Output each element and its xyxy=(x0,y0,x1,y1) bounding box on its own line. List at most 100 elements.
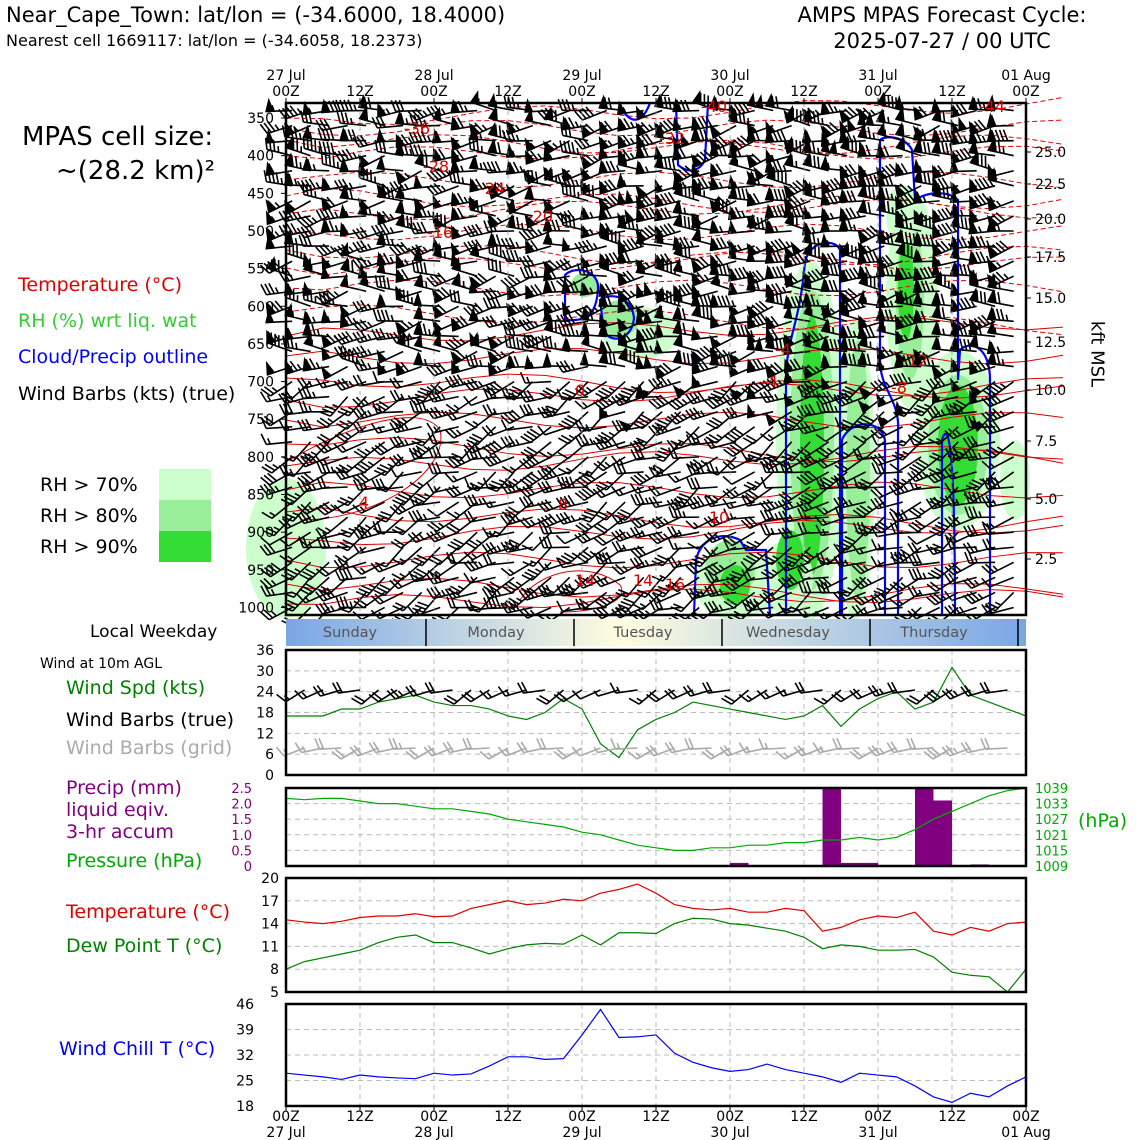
wind-barb xyxy=(482,403,515,417)
wind-barb xyxy=(426,406,459,420)
wind-barb xyxy=(968,233,996,249)
wind-barb xyxy=(895,135,922,157)
chill-y-tick: 25 xyxy=(236,1074,254,1090)
precip-y-tick: 1.5 xyxy=(231,813,252,828)
wind-barb xyxy=(414,150,441,172)
temp-contour-label: -12 xyxy=(902,351,928,370)
temp-contour-label: -16 xyxy=(427,223,453,242)
temp-contour-label: 0 xyxy=(575,381,585,400)
wind-barb xyxy=(519,403,552,417)
wind-barb xyxy=(353,591,386,609)
wind-barb xyxy=(949,157,977,173)
temp-y-tick: 20 xyxy=(261,871,279,887)
wind-barb xyxy=(783,340,811,355)
wind-barb xyxy=(518,454,552,470)
wind-barb xyxy=(964,551,996,564)
wind-barb xyxy=(926,576,959,593)
wind-barb xyxy=(876,356,903,372)
wind-barb xyxy=(857,110,885,127)
wind-barb xyxy=(278,105,311,120)
wind-barb xyxy=(704,486,737,503)
wind-barb xyxy=(598,292,626,308)
wind-barb xyxy=(302,287,330,308)
wind-barb xyxy=(599,404,626,420)
wind-barb xyxy=(815,441,848,458)
wind-barb xyxy=(986,240,1015,260)
temp-contour-label: 4 xyxy=(359,493,369,512)
wind-barb xyxy=(501,471,534,489)
wind-barb xyxy=(592,486,626,499)
top-date-label: 27 Jul xyxy=(266,68,305,84)
wind-barb xyxy=(906,689,935,705)
wind-barb xyxy=(968,333,996,353)
wind-barb xyxy=(265,308,293,324)
wind-barb xyxy=(469,241,496,262)
wind-barb xyxy=(630,471,663,486)
wind-barb xyxy=(543,146,570,162)
cloud-outline xyxy=(598,295,636,340)
wind-barb xyxy=(389,466,422,478)
wind-barb xyxy=(987,163,1014,179)
hpa-tick-label: 750 xyxy=(247,412,274,428)
wind-barb xyxy=(339,304,367,319)
pressure-y-tick: 1015 xyxy=(1035,844,1068,859)
wind-barb xyxy=(894,400,922,416)
wind-barb xyxy=(820,301,848,323)
wind-barb xyxy=(389,435,422,449)
wind-barb xyxy=(371,116,404,129)
wind-barb xyxy=(519,266,552,279)
wind-barb xyxy=(894,352,922,368)
cell-size-label: MPAS cell size: xyxy=(22,122,214,152)
wind-barb xyxy=(487,138,515,157)
wind-barb xyxy=(813,689,842,705)
wind-barb xyxy=(537,499,570,513)
wind-barb xyxy=(986,127,1014,142)
wind-barb xyxy=(598,348,626,368)
wind-barb xyxy=(334,426,367,443)
wind-barb xyxy=(557,456,589,475)
wind-barb xyxy=(913,105,940,121)
wind-barb xyxy=(318,291,348,308)
wind-barb xyxy=(857,198,885,217)
wind-barb xyxy=(395,268,422,284)
wind-barb xyxy=(986,288,1014,308)
wind-barb xyxy=(876,121,903,142)
bottom-hour-label: 00Z xyxy=(272,1109,299,1125)
wind-barb xyxy=(520,441,552,459)
weekday-name: Monday xyxy=(467,625,525,641)
pressure-line xyxy=(285,787,1027,852)
wind-barb xyxy=(793,745,823,757)
wind-barb xyxy=(814,456,848,469)
precip-y-tick: 2.5 xyxy=(231,782,252,797)
wind-barb xyxy=(709,293,737,308)
wind-barb xyxy=(450,206,478,221)
wind-barb xyxy=(728,151,755,172)
wind-barb xyxy=(691,181,718,202)
wind-barb xyxy=(667,447,700,460)
wind-barb xyxy=(561,115,589,131)
wind-barb xyxy=(617,298,644,314)
wind-barb xyxy=(801,138,829,157)
wind-barb xyxy=(447,531,478,551)
bottom-hour-label: 12Z xyxy=(938,1109,965,1125)
windchill-line xyxy=(285,1008,1027,1103)
hpa-tick-label: 550 xyxy=(247,262,274,278)
wind-barb xyxy=(950,281,977,297)
wind-barb xyxy=(926,591,959,606)
wind-barb xyxy=(444,409,478,421)
cloud-outline xyxy=(563,268,600,322)
wind-barb xyxy=(333,345,367,358)
dewpoint-line xyxy=(285,917,1027,993)
wind-barb xyxy=(820,335,848,353)
wind-barb xyxy=(444,374,478,388)
wind-barb xyxy=(764,288,792,308)
wind-barb xyxy=(413,246,441,262)
precip-bar xyxy=(841,862,860,866)
wind-barb xyxy=(889,456,922,472)
wind-barb xyxy=(835,441,867,459)
wind-barb xyxy=(276,689,305,703)
bottom-date-label: 31 Jul xyxy=(858,1125,897,1140)
wind-barb xyxy=(525,283,552,300)
temp-contour-label: -4 xyxy=(762,372,778,391)
